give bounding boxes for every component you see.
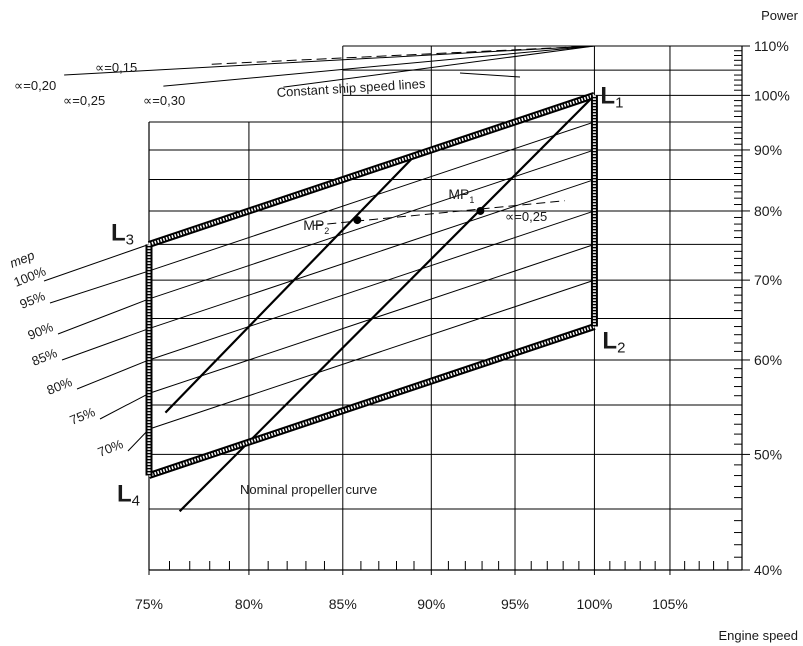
ship-speed-line [283, 45, 595, 88]
y-tick-label: 80% [754, 203, 782, 219]
corner-label-L2: L2 [602, 328, 625, 357]
x-tick-label: 75% [135, 596, 163, 612]
boundary-bottom-hatch [148, 325, 595, 477]
x-tick-label: 80% [235, 596, 263, 612]
mep-label: 80% [45, 374, 75, 398]
mep-label: 70% [96, 436, 126, 460]
corner-label-sub: 1 [615, 94, 623, 111]
y-tick-label: 110% [754, 38, 789, 54]
alpha-label-0-15: ∝=0,15 [95, 60, 137, 75]
corner-label-sub: 4 [132, 493, 140, 510]
mep-line [148, 210, 595, 361]
propeller-line [164, 152, 419, 414]
mep-leader [49, 270, 150, 304]
mep-line [148, 279, 595, 430]
mp-label: MP1 [448, 186, 474, 205]
minor-ticks [148, 45, 750, 575]
mp-label: MP2 [303, 217, 329, 236]
mp-label-sub: 2 [324, 226, 329, 236]
corner-label-sub: 2 [617, 340, 625, 357]
ship-speed-line [64, 45, 595, 76]
mep-leader [43, 243, 150, 282]
y-tick-label: 40% [754, 562, 782, 578]
corner-label-L1: L1 [600, 82, 623, 111]
y-tick-label: 90% [754, 142, 782, 158]
x-tick-label: 85% [329, 596, 357, 612]
mep-line [148, 179, 595, 330]
mp-points [353, 206, 485, 225]
mep-leader [57, 298, 150, 335]
x-axis-title: Engine speed [718, 628, 798, 643]
mp-point [476, 206, 485, 215]
ship-speed-lines [64, 45, 595, 88]
mep-line [148, 121, 595, 272]
mep-leader [61, 328, 150, 361]
y-tick-label: 100% [754, 87, 790, 103]
corner-label-L3: L3 [111, 219, 134, 248]
layout-diagram-boundary [145, 92, 598, 479]
boundary-top-hatch [148, 93, 595, 246]
mep-label: 90% [26, 319, 56, 343]
mep-label: 95% [18, 288, 48, 312]
alpha-label-0-20: ∝=0,20 [14, 78, 56, 93]
y-tick-label: 50% [754, 446, 782, 462]
mep-label: 85% [30, 345, 60, 369]
y-tick-label: 60% [754, 352, 782, 368]
corner-label-sub: 3 [126, 231, 134, 248]
mp-point [353, 216, 362, 225]
mp-label-sub: 1 [469, 195, 474, 205]
mep-label: 75% [68, 404, 98, 428]
corner-label-L4: L4 [117, 481, 140, 510]
x-tick-label: 100% [577, 596, 613, 612]
propeller-line [178, 94, 596, 513]
y-tick-label: 70% [754, 272, 782, 288]
ship-speed-line [163, 45, 595, 87]
labels: Power Engine speed mep Constant ship spe… [8, 8, 799, 643]
x-tick-label: 90% [417, 596, 445, 612]
grid [148, 45, 743, 571]
mep-leader [76, 359, 150, 390]
alpha-label-0-30: ∝=0,30 [143, 93, 185, 108]
mep-leader [99, 392, 150, 420]
alpha-label-0-25: ∝=0,25 [63, 93, 105, 108]
mep-lines [43, 94, 595, 452]
x-tick-label: 95% [501, 596, 529, 612]
mep-line [148, 149, 595, 300]
ship-speed-lines-label: Constant ship speed lines [276, 76, 426, 100]
y-axis-title: Power [761, 8, 799, 23]
x-tick-label: 105% [652, 596, 688, 612]
propeller-curve-label: Nominal propeller curve [240, 482, 377, 497]
ship-speed-leader [459, 72, 521, 78]
mp-alpha-label: ∝=0,25 [505, 209, 547, 224]
